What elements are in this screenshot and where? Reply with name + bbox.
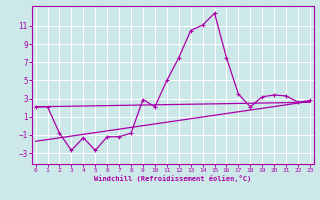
X-axis label: Windchill (Refroidissement éolien,°C): Windchill (Refroidissement éolien,°C) [94, 175, 252, 182]
